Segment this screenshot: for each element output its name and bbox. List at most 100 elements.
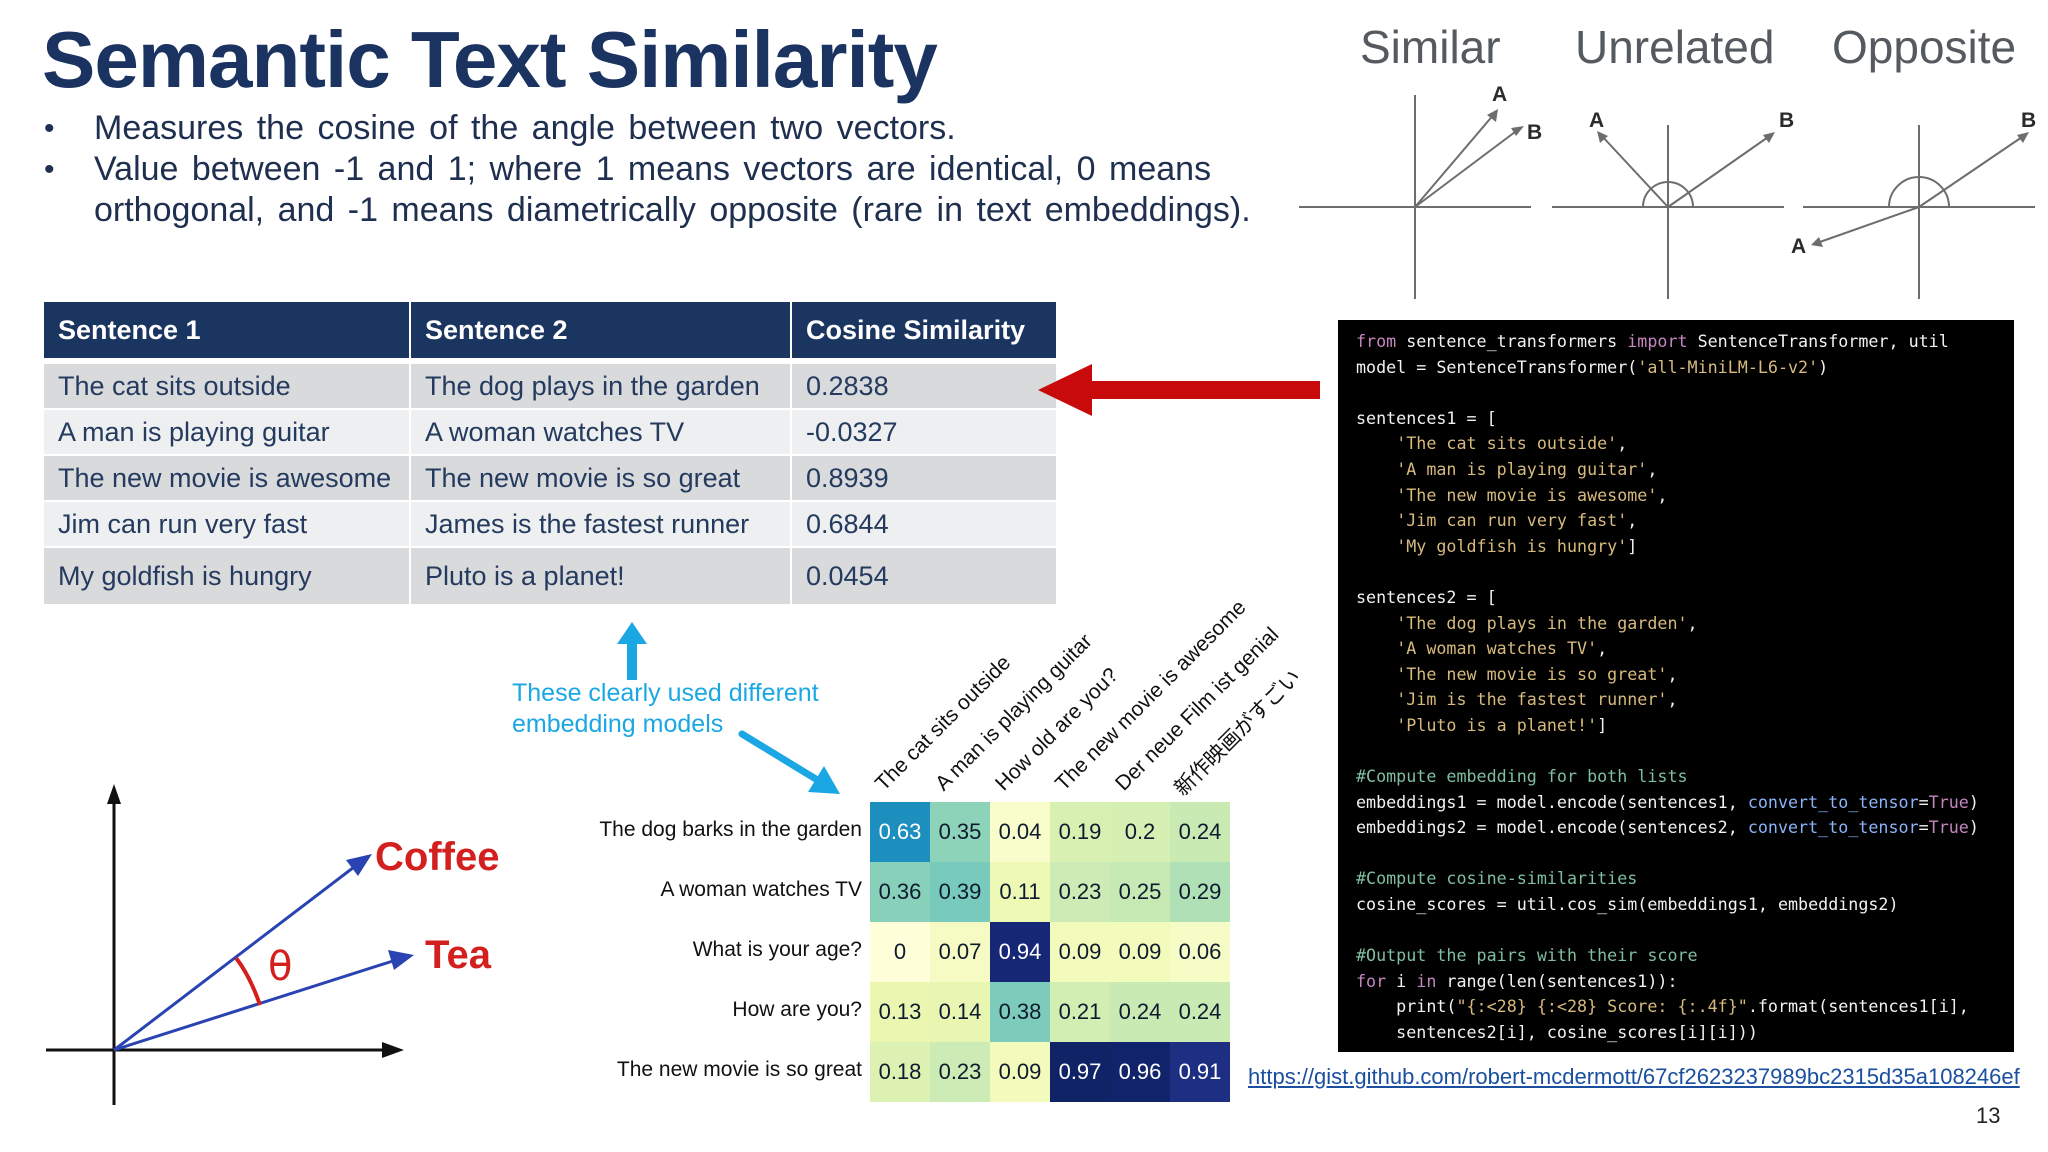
table-cell: 0.0454 [790,546,1058,606]
heatmap-row: 0.13 0.14 0.38 0.21 0.24 0.24 [870,982,1230,1042]
heatmap-cell: 0.04 [990,802,1050,862]
code-line: 'The dog plays in the garden', [1356,611,1996,637]
heatmap-cell: 0.21 [1050,982,1110,1042]
heatmap-row: 0.63 0.35 0.04 0.19 0.2 0.24 [870,802,1230,862]
code-token: 'The dog plays in the garden' [1396,612,1688,633]
gist-link[interactable]: https://gist.github.com/robert-mcdermott… [1248,1064,2020,1089]
heatmap-cell: 0.29 [1170,862,1230,922]
code-line [1356,918,1996,944]
code-token: 'The new movie is awesome' [1396,484,1658,505]
heatmap-row-label: How are you? [732,998,862,1021]
code-token: model = SentenceTransformer( [1356,356,1638,377]
table-cell: The dog plays in the garden [409,358,792,410]
code-line [1356,380,1996,406]
heatmap-row: 0 0.07 0.94 0.09 0.09 0.06 [870,922,1230,982]
table-row: A man is playing guitar A woman watches … [42,408,1058,456]
table-cell: A woman watches TV [409,408,792,456]
similarity-table: Sentence 1 Sentence 2 Cosine Similarity … [42,300,1058,606]
code-line: #Compute cosine-similarities [1356,866,1996,892]
code-token: , [1657,484,1668,505]
heatmap-cell: 0.2 [1110,802,1170,862]
heatmap-row-label: The new movie is so great [616,1058,862,1081]
code-token: True [1928,791,1969,812]
code-token: , [1687,612,1698,633]
code-line: print("{:<28} {:<28} Score: {:.4f}".form… [1356,994,1996,1020]
note-line: embedding models [512,710,724,738]
code-token: embeddings2 = model.encode(sentences2, [1356,817,1748,838]
heatmap-cell: 0.09 [990,1042,1050,1102]
code-token: #Output the pairs with their score [1356,945,1698,966]
code-token: embeddings1 = model.encode(sentences1, [1356,791,1748,812]
red-arrow-icon [1038,364,1320,416]
heatmap-cell: 0.18 [870,1042,930,1102]
slide-title: Semantic Text Similarity [42,15,938,104]
vector-b-label: B [2021,109,2036,132]
heatmap-cell: 0.97 [1050,1042,1110,1102]
heatmap-cell: 0.38 [990,982,1050,1042]
code-token: , [1597,638,1608,659]
heatmap-row: 0.36 0.39 0.11 0.23 0.25 0.29 [870,862,1230,922]
code-line: 'The new movie is so great', [1356,662,1996,688]
bullet-item: Value between -1 and 1; where 1 means ve… [42,149,1262,231]
heatmap-cell: 0.07 [930,922,990,982]
code-token: "{:<28} {:<28} Score: {:.4f}" [1456,996,1748,1017]
code-line: cosine_scores = util.cos_sim(embeddings1… [1356,892,1996,918]
code-token: True [1928,817,1969,838]
similar-title: Similar [1360,21,1501,73]
code-token [1356,715,1396,735]
table-cell: The cat sits outside [42,358,411,410]
code-line: #Compute embedding for both lists [1356,764,1996,790]
table-cell: Pluto is a planet! [409,546,792,606]
heatmap-cell: 0.24 [1170,802,1230,862]
table-cell: 0.2838 [790,358,1058,410]
code-token: SentenceTransformer, util [1687,331,1949,351]
heatmap-cell: 0.11 [990,862,1050,922]
code-token: 'Pluto is a planet!' [1396,714,1598,735]
code-line: 'Pluto is a planet!'] [1356,713,1996,739]
code-token: .format(sentences1[i], [1747,996,1969,1017]
heatmap-cell: 0.24 [1110,982,1170,1042]
heatmap-cell: 0.19 [1050,802,1110,862]
heatmap-row-label: What is your age? [692,938,862,961]
heatmap-cell: 0.25 [1110,862,1170,922]
column-header: Sentence 1 [42,300,411,362]
code-token: import [1627,331,1688,351]
code-token: 'The new movie is so great' [1396,663,1668,684]
code-line: #Output the pairs with their score [1356,943,1996,969]
vector-b-label: B [1779,109,1794,132]
table-cell: James is the fastest runner [409,500,792,548]
heatmap-cell: 0.35 [930,802,990,862]
relation-diagrams: A B A B B A [1299,83,2036,299]
table-cell: -0.0327 [790,408,1058,456]
heatmap-cell: 0.96 [1110,1042,1170,1102]
column-header: Sentence 2 [409,300,792,362]
heatmap-cell: 0.63 [870,802,930,862]
code-token: , [1617,433,1628,454]
code-token: 'Jim can run very fast' [1396,510,1628,531]
table-row: My goldfish is hungry Pluto is a planet!… [42,546,1058,606]
tea-label: Tea [425,933,492,977]
heatmap-row-label: The dog barks in the garden [599,818,862,841]
code-token [1356,613,1396,633]
heatmap-cell: 0.09 [1110,922,1170,982]
heatmap-cell: 0.36 [870,862,930,922]
coffee-tea-vector-diagram: θ Coffee Tea [46,784,499,1105]
code-line: from sentence_transformers import Senten… [1356,329,1996,355]
bullet-list: Measures the cosine of the angle between… [42,108,1262,231]
table-cell: A man is playing guitar [42,408,411,456]
heatmap-cell: 0.91 [1170,1042,1230,1102]
unrelated-title: Unrelated [1575,21,1775,73]
code-token: , [1667,663,1678,684]
code-token: i [1386,970,1417,991]
code-token: ) [1818,356,1829,377]
vector-b-label: B [1527,121,1542,144]
code-token [1356,510,1396,530]
heatmap-cell: 0.39 [930,862,990,922]
code-token: ] [1597,714,1608,735]
code-token: , [1667,689,1678,710]
code-line: model = SentenceTransformer('all-MiniLM-… [1356,355,1996,381]
code-token: #Compute embedding for both lists [1356,766,1688,787]
table-cell: 0.8939 [790,454,1058,502]
table-cell: My goldfish is hungry [42,546,411,606]
code-token: , [1647,458,1658,479]
